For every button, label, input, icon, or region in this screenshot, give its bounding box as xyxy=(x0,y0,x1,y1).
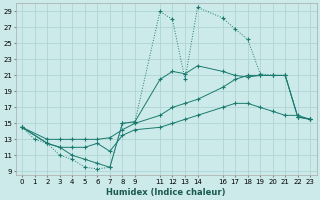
X-axis label: Humidex (Indice chaleur): Humidex (Indice chaleur) xyxy=(107,188,226,197)
